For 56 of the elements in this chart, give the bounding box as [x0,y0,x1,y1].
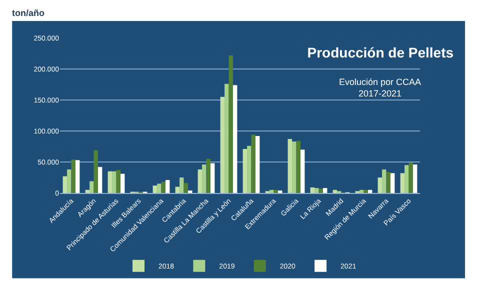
bar [161,182,166,193]
bar [206,158,210,193]
bar [232,85,238,193]
bar [71,160,76,193]
bar [152,186,158,193]
bar [270,190,274,193]
bar [90,181,94,193]
bar [386,172,390,193]
bar [98,166,102,193]
bar [247,146,252,193]
bar [408,162,413,193]
bar [382,169,386,193]
bar [108,171,112,193]
bar [390,173,395,193]
bar [412,164,418,193]
bar [368,190,372,193]
bar [400,173,405,193]
bar [180,178,184,193]
bar [404,165,409,193]
bar [255,136,260,193]
text: Evolución por CCAA 2017-2021 [339,77,422,99]
bar [120,174,125,193]
y-axis-title: ton/año [12,8,45,18]
bar [198,169,202,193]
bar [288,139,292,193]
bar [332,190,338,193]
bar [378,178,382,193]
bar [210,163,215,193]
bar [300,150,305,193]
bar [296,140,300,193]
bar [75,160,80,193]
bar [94,150,98,193]
bar [322,188,328,193]
bar [310,187,315,193]
bar [184,183,188,193]
bar [62,176,68,193]
bar [360,190,364,193]
bar [116,170,120,193]
bar [292,142,296,193]
bar [157,184,162,193]
bar [242,148,248,193]
bar [364,190,368,193]
bar [251,134,256,193]
bar [67,169,72,193]
bar [175,186,180,193]
bar [228,55,233,193]
bar [314,188,319,193]
bar [318,188,323,193]
bar [224,84,229,193]
bar [220,96,225,193]
bar [112,171,116,193]
bar [85,190,90,193]
text: Producción de Pellets [307,44,454,61]
bar [274,190,278,193]
bar [165,180,170,193]
bar [202,164,206,193]
